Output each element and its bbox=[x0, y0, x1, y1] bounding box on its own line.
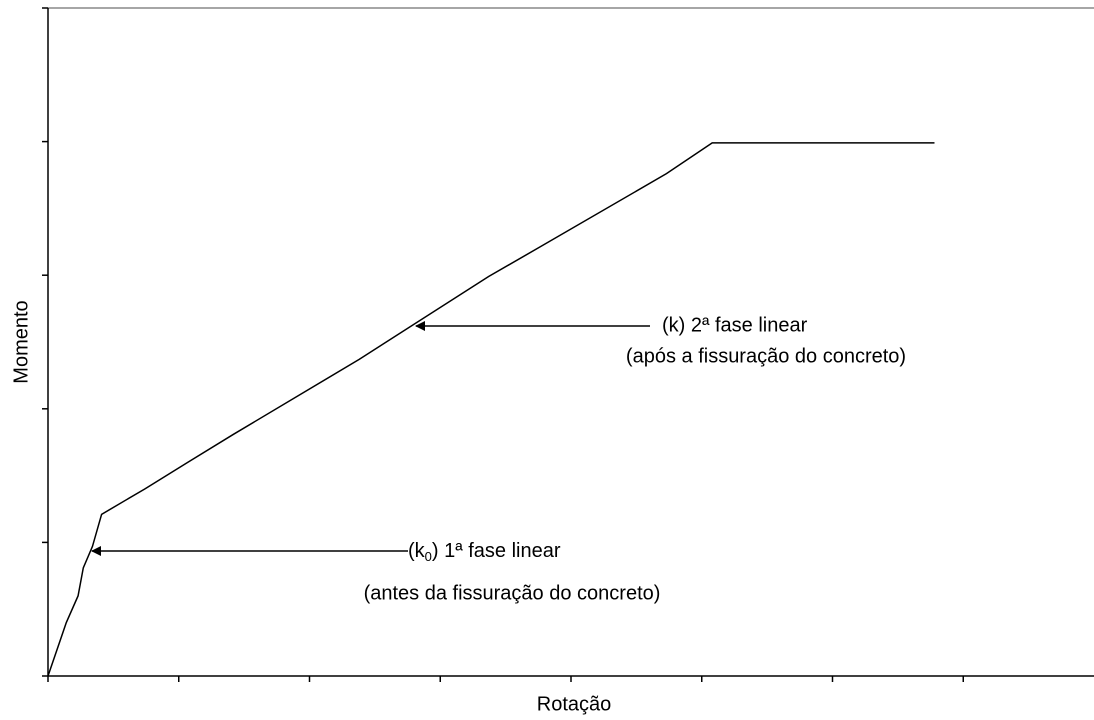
y-axis-label: Momento bbox=[10, 300, 32, 383]
x-axis-label: Rotação bbox=[537, 693, 612, 715]
annotation: (após a fissuração do concreto) bbox=[626, 345, 906, 367]
annotation: (antes da fissuração do concreto) bbox=[364, 582, 661, 604]
line bbox=[47, 142, 935, 677]
annotation-part: (k bbox=[408, 540, 426, 562]
annotation-part: ) 1ª fase linear bbox=[432, 540, 561, 562]
annotation: (k0) 1ª fase linear bbox=[408, 540, 561, 564]
annotation-part: 0 bbox=[425, 549, 432, 564]
annotation: (k) 2ª fase linear bbox=[662, 314, 808, 336]
